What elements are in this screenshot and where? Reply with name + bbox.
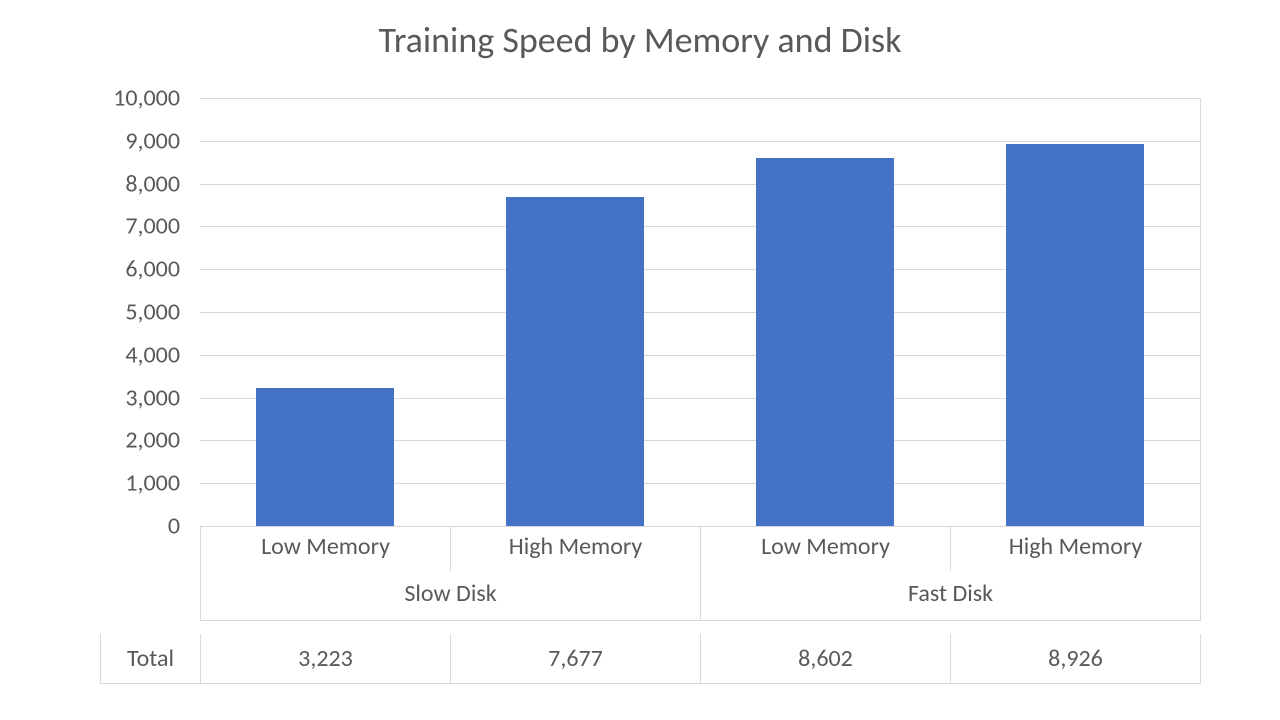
- y-tick-label: 7,000: [0, 212, 180, 241]
- y-tick-label: 8,000: [0, 169, 180, 198]
- gridline: [200, 98, 1200, 99]
- y-tick-label: 3,000: [0, 383, 180, 412]
- category-axis: Low MemoryHigh MemoryLow MemoryHigh Memo…: [200, 526, 1200, 621]
- y-tick-label: 10,000: [0, 84, 180, 113]
- y-tick-label: 5,000: [0, 298, 180, 327]
- category-label-level1: Low Memory: [701, 526, 951, 571]
- bar: [506, 197, 644, 526]
- y-tick-label: 0: [0, 512, 180, 541]
- y-tick-label: 1,000: [0, 469, 180, 498]
- data-table: Total 3,2237,6778,6028,926: [100, 634, 1201, 684]
- category-axis-level1: Low MemoryHigh MemoryLow MemoryHigh Memo…: [200, 526, 1201, 571]
- category-label-level2: Fast Disk: [701, 571, 1201, 621]
- data-table-cell: 8,926: [951, 634, 1201, 683]
- category-label-level2: Slow Disk: [201, 571, 701, 621]
- data-table-cell: 8,602: [701, 634, 951, 683]
- bar: [756, 158, 894, 526]
- plot-area: [200, 98, 1201, 526]
- data-table-cell: 7,677: [451, 634, 701, 683]
- y-tick-label: 6,000: [0, 255, 180, 284]
- data-table-row-label: Total: [101, 634, 201, 683]
- category-label-level1: High Memory: [951, 526, 1201, 571]
- bar: [256, 388, 394, 526]
- category-axis-level2: Slow DiskFast Disk: [200, 571, 1201, 621]
- category-label-level1: High Memory: [451, 526, 701, 571]
- data-table-cell: 3,223: [201, 634, 451, 683]
- y-tick-label: 9,000: [0, 126, 180, 155]
- category-label-level1: Low Memory: [201, 526, 451, 571]
- gridline: [200, 141, 1200, 142]
- y-tick-label: 2,000: [0, 426, 180, 455]
- y-tick-label: 4,000: [0, 340, 180, 369]
- chart-title: Training Speed by Memory and Disk: [0, 18, 1280, 62]
- bar: [1006, 144, 1144, 526]
- chart-container: Training Speed by Memory and Disk 0 1,000…: [0, 0, 1280, 720]
